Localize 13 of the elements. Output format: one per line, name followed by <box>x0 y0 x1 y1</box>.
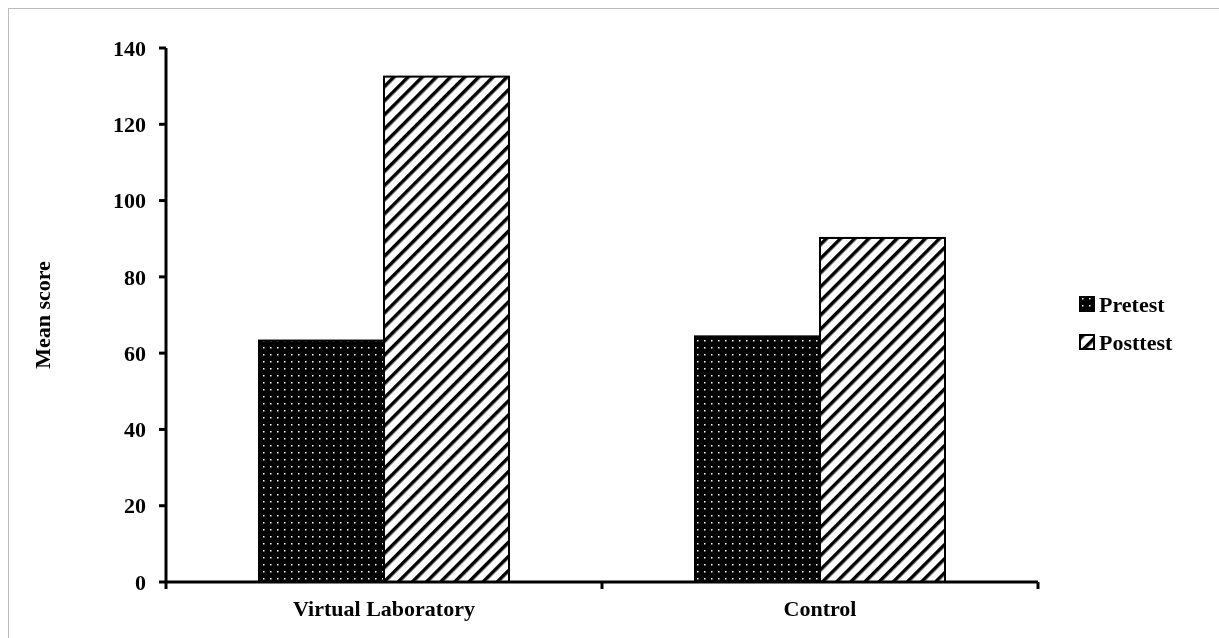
y-tick-label: 0 <box>135 569 146 595</box>
y-tick-label: 40 <box>124 417 146 443</box>
y-tick-label: 20 <box>124 493 146 519</box>
legend-label: Pretest <box>1099 291 1166 317</box>
y-tick-label: 100 <box>113 188 146 214</box>
legend-label: Posttest <box>1099 329 1173 355</box>
y-tick-label: 80 <box>124 264 146 290</box>
x-tick-label: Virtual Laboratory <box>293 596 475 621</box>
y-axis-title: Mean score <box>30 260 55 369</box>
y-tick-label: 120 <box>113 111 146 137</box>
x-tick-label: Control <box>783 596 857 621</box>
y-tick-label: 140 <box>113 35 146 61</box>
y-tick-label: 60 <box>124 340 146 366</box>
